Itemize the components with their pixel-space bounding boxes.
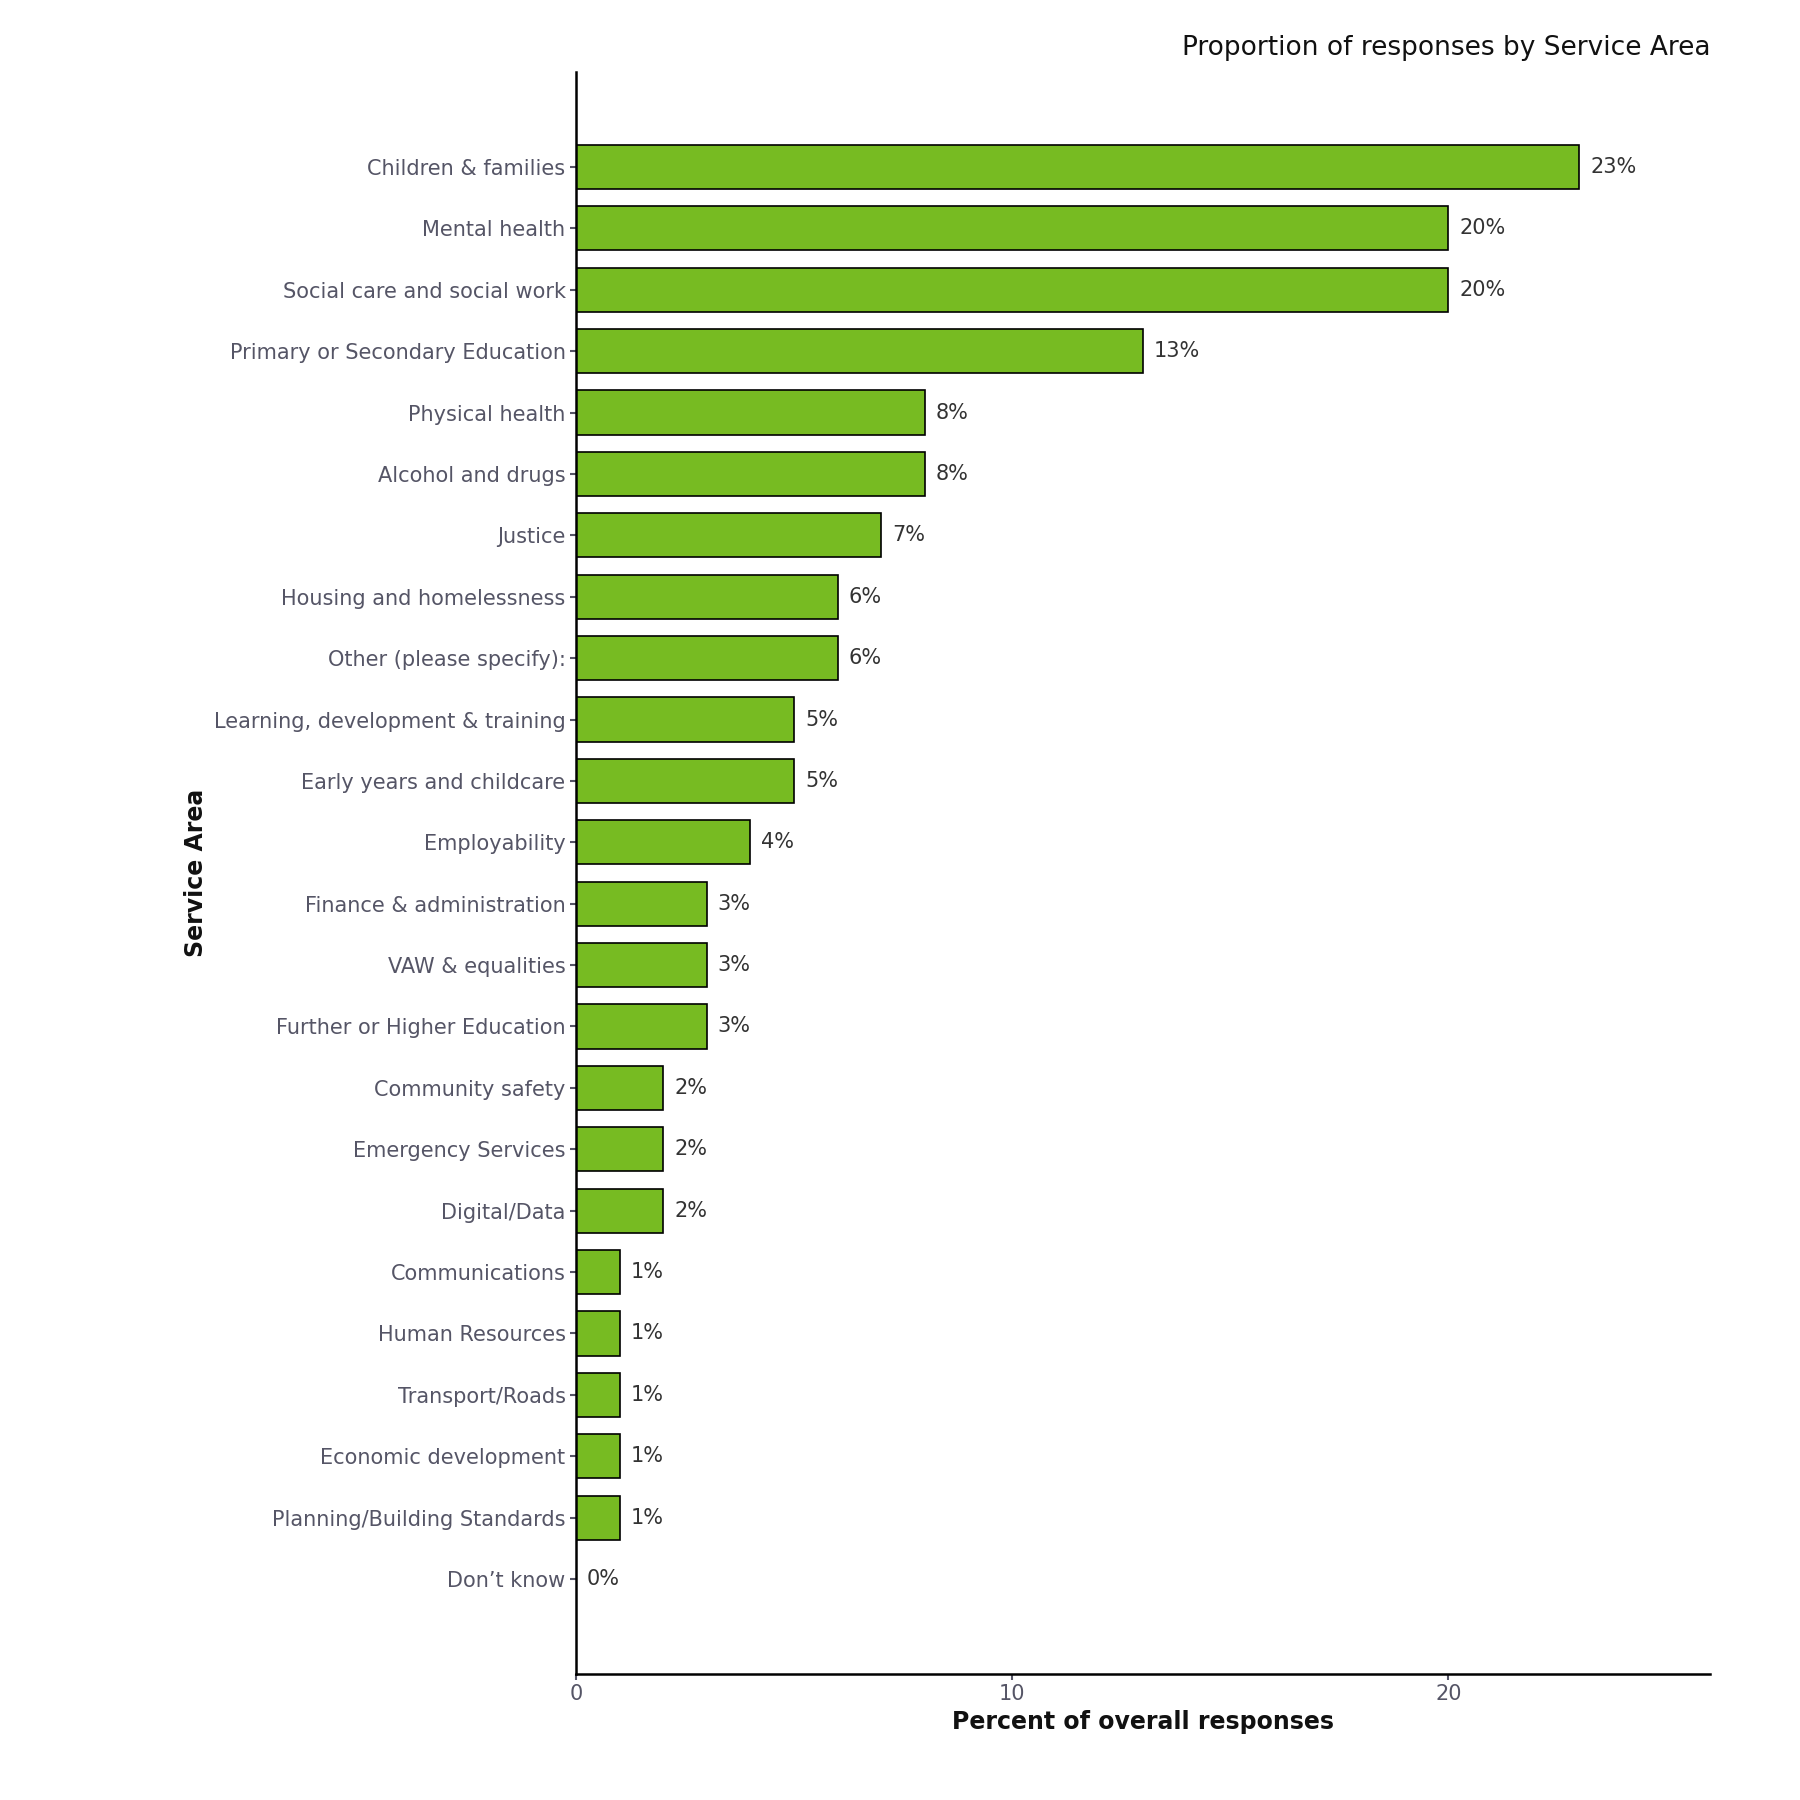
Text: 7%: 7% <box>893 526 925 545</box>
Text: 3%: 3% <box>718 956 751 976</box>
Text: 5%: 5% <box>805 770 839 790</box>
Text: 2%: 2% <box>675 1078 707 1098</box>
Bar <box>576 943 707 986</box>
Text: 20%: 20% <box>1460 218 1505 238</box>
Bar <box>576 697 794 742</box>
Text: 1%: 1% <box>630 1323 664 1343</box>
Text: 4%: 4% <box>761 832 794 853</box>
Bar <box>576 329 1143 373</box>
Y-axis label: Service Area: Service Area <box>184 788 209 958</box>
Bar <box>576 574 837 619</box>
Bar <box>576 1004 707 1049</box>
Text: 1%: 1% <box>630 1262 664 1282</box>
Text: 2%: 2% <box>675 1201 707 1220</box>
Bar <box>576 760 794 803</box>
Bar <box>576 1435 619 1478</box>
Text: 0%: 0% <box>587 1570 619 1589</box>
Text: 1%: 1% <box>630 1508 664 1528</box>
Bar <box>576 882 707 925</box>
Bar <box>576 1496 619 1539</box>
Bar <box>576 391 925 434</box>
Text: Proportion of responses by Service Area: Proportion of responses by Service Area <box>1181 36 1710 61</box>
Text: 5%: 5% <box>805 709 839 729</box>
Bar <box>576 1127 662 1172</box>
Text: 3%: 3% <box>718 1017 751 1037</box>
Bar <box>576 1249 619 1294</box>
Bar <box>576 1188 662 1233</box>
Bar <box>576 1066 662 1111</box>
Bar <box>576 144 1579 189</box>
Bar <box>576 1373 619 1417</box>
Bar <box>576 821 751 864</box>
Text: 23%: 23% <box>1589 157 1636 176</box>
Text: 1%: 1% <box>630 1384 664 1404</box>
Text: 8%: 8% <box>936 403 968 423</box>
Bar <box>576 635 837 680</box>
Text: 1%: 1% <box>630 1445 664 1467</box>
Bar <box>576 513 882 558</box>
Text: 2%: 2% <box>675 1139 707 1159</box>
Bar <box>576 1312 619 1355</box>
Bar <box>576 452 925 497</box>
Bar <box>576 268 1449 311</box>
Bar <box>576 207 1449 250</box>
Text: 6%: 6% <box>848 587 882 607</box>
Text: 13%: 13% <box>1154 342 1201 362</box>
Text: 3%: 3% <box>718 893 751 914</box>
Text: 8%: 8% <box>936 464 968 484</box>
X-axis label: Percent of overall responses: Percent of overall responses <box>952 1710 1334 1733</box>
Text: 20%: 20% <box>1460 279 1505 301</box>
Text: 6%: 6% <box>848 648 882 668</box>
